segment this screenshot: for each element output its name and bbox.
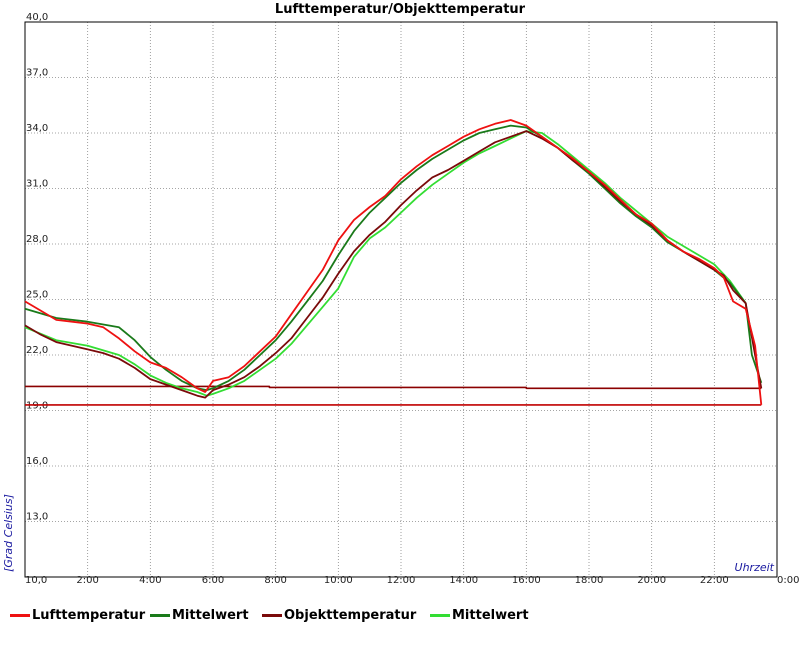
y-tick-label: 28,0 bbox=[26, 234, 48, 245]
y-tick-label: 34,0 bbox=[26, 123, 48, 134]
legend-label-mittelwert-2: Mittelwert bbox=[452, 608, 529, 623]
x-tick-label: 14:00 bbox=[449, 575, 478, 586]
legend-swatch-mittelwert-2 bbox=[430, 614, 450, 617]
x-tick-label: 4:00 bbox=[139, 575, 161, 586]
plot-frame bbox=[24, 21, 778, 578]
series-line-mittelwert-3 bbox=[24, 130, 747, 397]
chart-title: Lufttemperatur/Objekttemperatur bbox=[275, 2, 526, 17]
x-tick-label: 16:00 bbox=[512, 575, 541, 586]
y-tick-label: 40,0 bbox=[26, 12, 48, 23]
x-tick-label: 8:00 bbox=[264, 575, 286, 586]
x-tick-label: 0:00 bbox=[777, 575, 799, 586]
y-tick-label: 37,0 bbox=[26, 68, 48, 79]
x-tick-label: 12:00 bbox=[387, 575, 416, 586]
legend-item-lufttemperatur: Lufttemperatur bbox=[10, 608, 150, 623]
y-tick-label: 25,0 bbox=[26, 290, 48, 301]
y-axis-ticks: 13,0 16,0 19,0 22,0 25,0 28,0 31,0 34,0 37,0 40,0 bbox=[26, 12, 48, 523]
legend-swatch-mittelwert-1 bbox=[150, 614, 170, 617]
y-tick-label: 16,0 bbox=[26, 456, 48, 467]
x-tick-label: 10:00 bbox=[324, 575, 353, 586]
legend: Lufttemperatur Mittelwert Objekttemperat… bbox=[10, 608, 550, 623]
x-tick-label: 18:00 bbox=[575, 575, 604, 586]
legend-label-lufttemperatur: Lufttemperatur bbox=[32, 608, 146, 623]
x-axis-ticks: 10,0 2:00 4:00 6:00 8:00 10:00 12:00 14:00 16:00… bbox=[25, 575, 799, 586]
series-line-objekttemperatur-2 bbox=[24, 130, 763, 399]
series-line-mittelwert-1 bbox=[24, 124, 763, 392]
legend-item-objekttemperatur: Objekttemperatur bbox=[262, 608, 430, 623]
x-tick-label: 10,0 bbox=[25, 575, 47, 586]
x-axis-label: Uhrzeit bbox=[735, 561, 775, 574]
x-tick-label: 20:00 bbox=[637, 575, 666, 586]
y-tick-label: 13,0 bbox=[26, 512, 48, 523]
x-tick-label: 2:00 bbox=[76, 575, 98, 586]
legend-label-mittelwert-1: Mittelwert bbox=[172, 608, 249, 623]
legend-label-objekttemperatur: Objekttemperatur bbox=[284, 608, 417, 623]
grid bbox=[25, 21, 777, 577]
y-tick-label: 31,0 bbox=[26, 179, 48, 190]
legend-item-mittelwert-1: Mittelwert bbox=[150, 608, 262, 623]
series-line-lufttemperatur-0 bbox=[24, 119, 763, 405]
y-tick-label: 19,0 bbox=[26, 401, 48, 412]
x-tick-label: 6:00 bbox=[202, 575, 224, 586]
series-line-reference-4 bbox=[25, 385, 762, 390]
y-axis-label: [Grad Celsius] bbox=[2, 494, 15, 572]
legend-swatch-objekttemperatur bbox=[262, 614, 282, 617]
legend-swatch-lufttemperatur bbox=[10, 614, 30, 617]
series-lines bbox=[24, 119, 763, 406]
y-tick-label: 22,0 bbox=[26, 345, 48, 356]
x-tick-label: 22:00 bbox=[700, 575, 729, 586]
legend-item-mittelwert-2: Mittelwert bbox=[430, 608, 550, 623]
